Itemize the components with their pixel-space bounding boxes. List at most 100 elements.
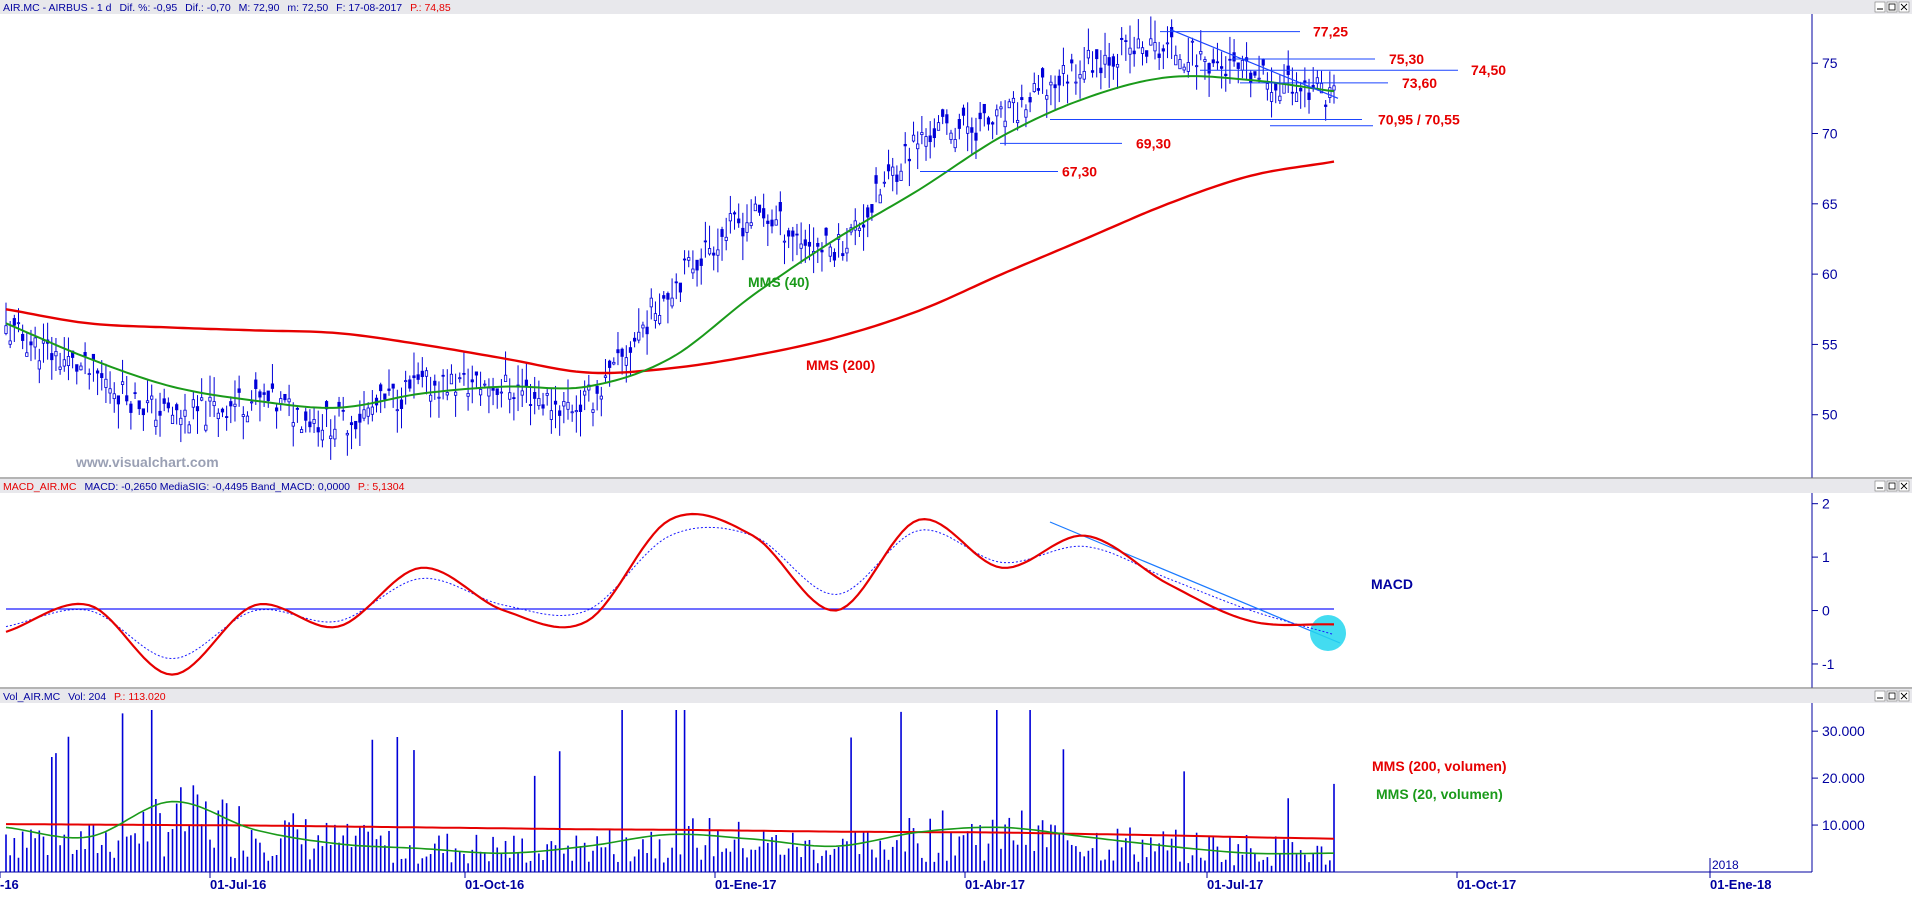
price-candle-body [312,419,316,424]
x-tick-label: 01-Oct-16 [465,877,524,892]
price-candle-body [1174,54,1178,66]
price-candle-body [429,394,433,402]
price-candle-body [466,393,470,397]
price-candle-body [641,324,645,329]
price-candle-body [437,396,441,399]
price-candle-body [1170,26,1174,38]
price-candle-body [1249,72,1253,83]
price-candle-body [982,103,986,114]
price-candle-body [237,388,241,393]
volume-maximize-button[interactable] [1886,690,1898,702]
price-candle-body [1032,83,1036,92]
price-candle-body [1315,77,1319,84]
price-candle-body [1103,54,1107,65]
price-candle-body [845,247,849,254]
price-candle-body [816,242,820,247]
price-candle-body [420,370,424,378]
price-candle-body [1065,81,1070,84]
price-candle-body [928,135,932,143]
price-candle-body [1120,37,1124,40]
price-candle-body [666,293,670,300]
price-candle-body [766,220,770,224]
price-tick-label: 65 [1822,196,1838,212]
macd-minimize-button[interactable] [1874,480,1886,492]
volume-header-name: Vol_AIR.MC [3,691,61,703]
price-candle-body [1024,109,1028,118]
price-candle-body [95,370,100,374]
price-candle-body [886,164,891,172]
price-candle-body [283,393,287,401]
price-candle-body [995,109,999,117]
price-candle-body [320,429,324,441]
price-candle-body [108,388,112,394]
price-candle-body [932,128,936,139]
price-candle-body [204,424,208,431]
price-candle-body [1207,63,1211,74]
price-candle-body [1115,64,1120,68]
price-candle-body [179,417,183,426]
price-candle-body [1190,40,1195,43]
price-candle-body [1145,50,1149,57]
maximize-button[interactable] [1886,1,1898,13]
price-candle-body [79,365,83,371]
price-candle-body [961,107,966,116]
macd-tick-label: 2 [1822,496,1830,512]
macd-header-bar [0,479,1912,493]
x-axis: -16 01-Jul-16 01-Oct-16 01-Ene-17 01-Abr-17 0… [0,858,1812,892]
price-header-bar [0,0,1912,14]
close-icon [1900,482,1908,490]
price-candle-body [807,241,812,247]
price-candle-body [603,375,608,378]
volume-tick-label: 30.000 [1822,723,1865,739]
minimize-button[interactable] [1874,1,1886,13]
macd-maximize-button[interactable] [1886,480,1898,492]
price-candle-body [112,393,116,400]
macd-y-ticks: 2 1 0 -1 [1812,496,1835,672]
price-candle-body [545,392,549,396]
price-candle-body [154,419,158,427]
maximize-icon [1888,482,1896,490]
macd-header: MACD_AIR.MC MACD: -0,2650 MediaSIG: -0,4… [3,481,405,493]
price-candle-body [562,401,566,407]
price-candle-body [528,404,533,406]
price-candle-body [1061,65,1066,74]
price-candle-body [707,248,712,255]
price-candle-body [1269,92,1274,102]
price-candle-body [512,397,516,400]
x-tick-label: 01-Ene-17 [715,877,776,892]
price-candle-body [570,411,574,414]
price-candle-body [433,380,437,386]
price-candle-body [999,106,1003,110]
watermark: www.visualchart.com [75,454,219,470]
volume-tick-label: 20.000 [1822,770,1865,786]
price-candle-body [1195,65,1199,68]
price-candle-body [16,322,21,325]
price-candle-body [58,366,62,370]
price-candle-body [412,375,416,379]
price-candle-body [899,170,903,181]
price-candle-body [749,222,753,226]
price-candle-body [1136,38,1140,49]
price-candle-body [728,213,732,222]
price-candle-body [250,401,254,404]
price-candle-body [691,268,695,274]
price-candle-body [1265,83,1269,90]
price-candle-body [687,257,691,261]
price-candle-body [1211,59,1215,64]
volume-minimize-button[interactable] [1874,690,1886,702]
price-candle-body [354,420,358,430]
volume-window-controls [1874,690,1910,702]
price-candle-body [1294,92,1299,102]
price-candle-body [362,409,366,419]
price-candle-body [133,392,137,395]
price-candle-body [104,378,108,388]
price-candle-body [1003,120,1007,128]
price-candle-body [262,392,266,395]
price-candle-body [1240,59,1245,71]
price-candle-body [595,385,599,394]
price-candle-body [83,352,87,357]
volume-mms20-line [5,800,1334,855]
macd-header-name: MACD_AIR.MC [3,481,77,493]
price-candle-body [974,132,978,141]
price-candle-body [1036,88,1041,91]
